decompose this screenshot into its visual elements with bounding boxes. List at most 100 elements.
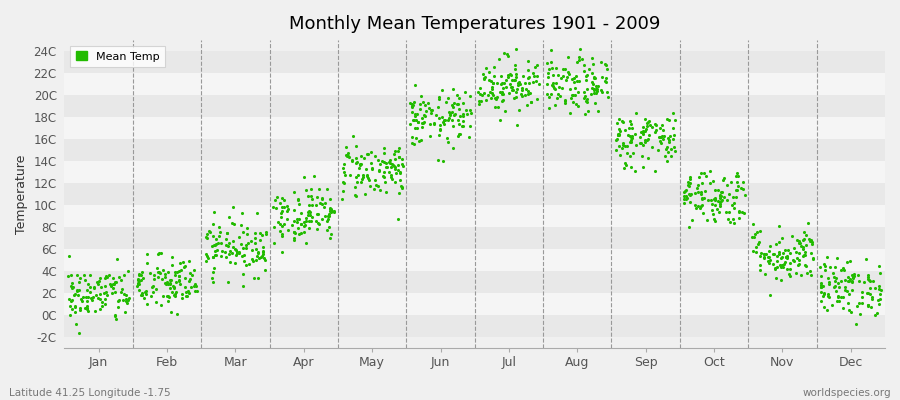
Point: [585, 54, 599, 61]
Point: [772, 248, 787, 255]
Point: [482, 69, 497, 75]
Point: [369, 182, 383, 188]
Point: [235, 253, 249, 259]
Point: [756, 254, 770, 261]
Point: [859, 256, 873, 262]
Point: [804, 238, 818, 244]
Point: [356, 173, 371, 180]
Point: [509, 74, 524, 81]
Point: [778, 254, 793, 260]
Point: [383, 164, 398, 170]
Point: [62, 296, 77, 302]
Point: [816, 291, 831, 298]
Point: [617, 126, 632, 133]
Point: [750, 229, 764, 235]
Point: [521, 80, 535, 86]
Point: [202, 229, 217, 235]
Point: [656, 126, 670, 133]
Point: [144, 292, 158, 299]
Point: [477, 75, 491, 81]
Point: [356, 176, 370, 182]
Point: [761, 254, 776, 260]
Point: [410, 110, 425, 117]
Point: [73, 305, 87, 311]
Point: [202, 228, 217, 234]
Point: [310, 194, 325, 200]
Point: [287, 228, 302, 235]
Point: [258, 257, 273, 264]
Point: [360, 150, 374, 157]
Point: [677, 189, 691, 196]
Point: [545, 83, 560, 90]
Point: [396, 163, 410, 169]
Point: [577, 62, 591, 68]
Point: [626, 150, 641, 156]
Point: [598, 61, 613, 68]
Point: [640, 123, 654, 130]
Point: [805, 241, 819, 247]
Point: [613, 152, 627, 158]
Point: [239, 231, 254, 238]
Point: [594, 87, 608, 93]
Point: [696, 210, 710, 216]
Point: [91, 295, 105, 302]
Point: [541, 74, 555, 80]
Point: [452, 106, 466, 112]
Point: [842, 278, 856, 284]
Point: [587, 86, 601, 92]
Point: [799, 270, 814, 276]
Point: [759, 251, 773, 257]
Point: [688, 190, 702, 196]
Point: [714, 189, 728, 195]
Point: [343, 172, 357, 178]
Point: [100, 274, 114, 280]
Point: [72, 278, 86, 285]
Point: [492, 117, 507, 123]
Point: [652, 138, 667, 144]
Point: [348, 143, 363, 149]
Point: [542, 105, 556, 111]
Point: [775, 262, 789, 268]
Point: [852, 278, 867, 285]
Point: [163, 309, 177, 315]
Point: [212, 232, 227, 239]
Point: [109, 316, 123, 322]
Point: [787, 257, 801, 264]
Point: [93, 274, 107, 281]
Point: [660, 144, 674, 150]
Point: [836, 265, 850, 272]
Point: [86, 294, 100, 300]
Point: [137, 295, 151, 302]
Point: [749, 248, 763, 255]
Point: [860, 274, 875, 280]
Point: [407, 141, 421, 147]
Point: [184, 284, 198, 290]
Point: [642, 154, 656, 161]
Point: [303, 208, 318, 215]
Point: [475, 71, 490, 77]
Point: [589, 83, 603, 89]
Point: [181, 288, 195, 294]
Point: [570, 59, 584, 65]
Point: [337, 180, 351, 186]
Point: [72, 330, 86, 336]
Point: [214, 253, 229, 259]
Point: [729, 193, 743, 200]
Point: [557, 99, 572, 106]
Point: [151, 251, 166, 257]
Bar: [65, 73, 885, 95]
Point: [302, 208, 317, 214]
Point: [251, 255, 266, 262]
Point: [546, 80, 561, 86]
Point: [274, 248, 289, 255]
Point: [865, 294, 879, 300]
Point: [861, 301, 876, 308]
Point: [432, 96, 446, 103]
Point: [612, 130, 626, 137]
Point: [98, 301, 112, 308]
Point: [248, 240, 262, 247]
Point: [694, 203, 708, 210]
Point: [237, 252, 251, 258]
Point: [388, 164, 402, 170]
Point: [212, 229, 227, 235]
